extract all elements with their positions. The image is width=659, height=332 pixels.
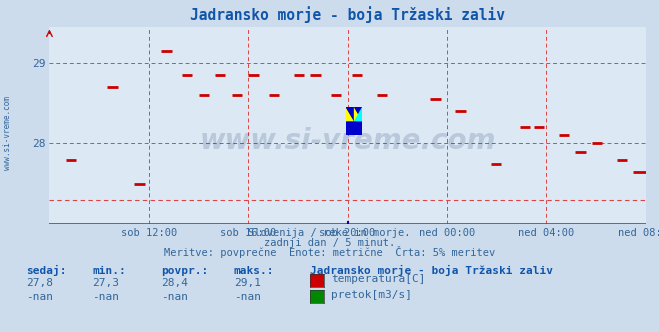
Text: www.si-vreme.com: www.si-vreme.com: [200, 127, 496, 155]
Text: sedaj:: sedaj:: [26, 265, 67, 276]
Text: zadnji dan / 5 minut.: zadnji dan / 5 minut.: [264, 238, 395, 248]
Title: Jadransko morje - boja Tržaski zaliv: Jadransko morje - boja Tržaski zaliv: [190, 6, 505, 23]
Text: Jadransko morje - boja Tržaski zaliv: Jadransko morje - boja Tržaski zaliv: [310, 265, 553, 276]
Text: povpr.:: povpr.:: [161, 266, 209, 276]
Text: temperatura[C]: temperatura[C]: [331, 274, 425, 284]
Text: pretok[m3/s]: pretok[m3/s]: [331, 290, 412, 300]
Text: -nan: -nan: [234, 292, 261, 302]
Text: -nan: -nan: [161, 292, 188, 302]
Text: 27,8: 27,8: [26, 278, 53, 288]
Text: 27,3: 27,3: [92, 278, 119, 288]
Text: Slovenija / reke in morje.: Slovenija / reke in morje.: [248, 228, 411, 238]
Text: www.si-vreme.com: www.si-vreme.com: [3, 96, 13, 170]
Text: maks.:: maks.:: [234, 266, 274, 276]
Text: -nan: -nan: [26, 292, 53, 302]
Polygon shape: [354, 107, 362, 121]
Text: 28,4: 28,4: [161, 278, 188, 288]
FancyBboxPatch shape: [345, 107, 362, 135]
Text: 29,1: 29,1: [234, 278, 261, 288]
Text: -nan: -nan: [92, 292, 119, 302]
Polygon shape: [354, 107, 362, 121]
Polygon shape: [345, 107, 354, 121]
Text: min.:: min.:: [92, 266, 126, 276]
Text: Meritve: povprečne  Enote: metrične  Črta: 5% meritev: Meritve: povprečne Enote: metrične Črta:…: [164, 246, 495, 258]
